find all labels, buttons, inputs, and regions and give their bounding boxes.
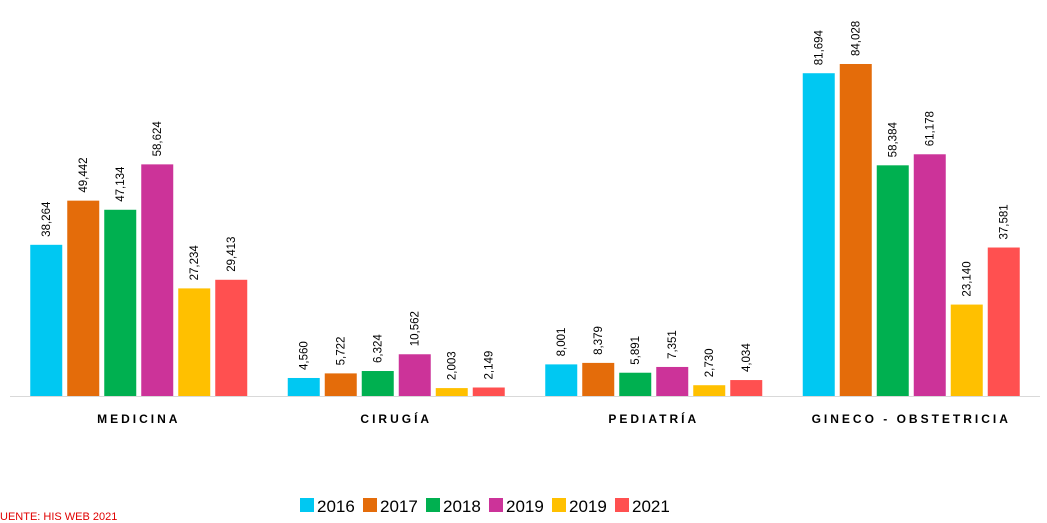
legend-swatch bbox=[489, 498, 503, 512]
x-tick-label: MEDICINA bbox=[97, 412, 180, 426]
legend-label: 2019 bbox=[569, 497, 607, 516]
bar bbox=[398, 354, 431, 396]
legend-swatch bbox=[300, 498, 314, 512]
data-label: 61,178 bbox=[925, 111, 937, 146]
bar bbox=[950, 304, 983, 396]
legend-label: 2016 bbox=[317, 497, 355, 516]
x-tick-label: GINECO - OBSTETRICIA bbox=[812, 412, 1011, 426]
bar bbox=[839, 63, 872, 397]
bar bbox=[215, 279, 248, 396]
source-note: UENTE: HIS WEB 2021 bbox=[0, 511, 117, 523]
data-label: 47,134 bbox=[115, 166, 127, 202]
legend-swatch bbox=[426, 498, 440, 512]
bar bbox=[619, 372, 652, 396]
x-tick-label: PEDIATRÍA bbox=[608, 411, 699, 426]
bar bbox=[582, 362, 615, 396]
bar bbox=[287, 377, 320, 396]
bar bbox=[324, 373, 357, 396]
legend-label: 2019 bbox=[506, 497, 544, 516]
bar bbox=[141, 164, 174, 396]
legend-swatch bbox=[363, 498, 377, 512]
data-label: 58,624 bbox=[152, 121, 164, 157]
x-tick-label: CIRUGÍA bbox=[360, 411, 432, 426]
bar bbox=[693, 385, 726, 396]
data-label: 2,003 bbox=[447, 351, 459, 380]
legend-label: 2021 bbox=[632, 497, 670, 516]
data-label: 58,384 bbox=[888, 122, 900, 158]
bar bbox=[361, 371, 394, 396]
bar bbox=[876, 165, 909, 396]
bar bbox=[913, 154, 946, 396]
bar bbox=[545, 364, 578, 396]
legend-swatch bbox=[615, 498, 629, 512]
data-label: 10,562 bbox=[410, 311, 422, 346]
data-label: 5,891 bbox=[630, 336, 642, 365]
data-label: 8,001 bbox=[556, 328, 568, 357]
data-label: 38,264 bbox=[41, 201, 53, 237]
data-label: 37,581 bbox=[999, 204, 1011, 239]
data-label: 6,324 bbox=[373, 334, 385, 363]
legend-label: 2017 bbox=[380, 497, 418, 516]
data-label: 27,234 bbox=[189, 245, 201, 281]
data-label: 8,379 bbox=[593, 326, 605, 355]
data-label: 84,028 bbox=[851, 21, 863, 56]
bar bbox=[104, 209, 137, 396]
data-label: 49,442 bbox=[78, 157, 90, 192]
data-label: 7,351 bbox=[667, 330, 679, 359]
data-label: 23,140 bbox=[962, 261, 974, 296]
bar bbox=[472, 387, 505, 396]
bar bbox=[67, 200, 100, 396]
bar bbox=[987, 247, 1020, 396]
data-label: 29,413 bbox=[226, 237, 238, 272]
bar bbox=[435, 388, 468, 396]
bar bbox=[656, 366, 689, 396]
data-label: 81,694 bbox=[814, 29, 826, 65]
data-label: 4,560 bbox=[299, 341, 311, 370]
bar bbox=[730, 380, 763, 396]
data-label: 2,730 bbox=[704, 348, 716, 377]
legend-label: 2018 bbox=[443, 497, 481, 516]
data-label: 4,034 bbox=[741, 343, 753, 372]
data-label: 2,149 bbox=[484, 351, 496, 380]
data-label: 5,722 bbox=[336, 337, 348, 366]
bar bbox=[178, 288, 211, 396]
bar bbox=[30, 244, 63, 396]
bar bbox=[802, 73, 835, 396]
legend-swatch bbox=[552, 498, 566, 512]
